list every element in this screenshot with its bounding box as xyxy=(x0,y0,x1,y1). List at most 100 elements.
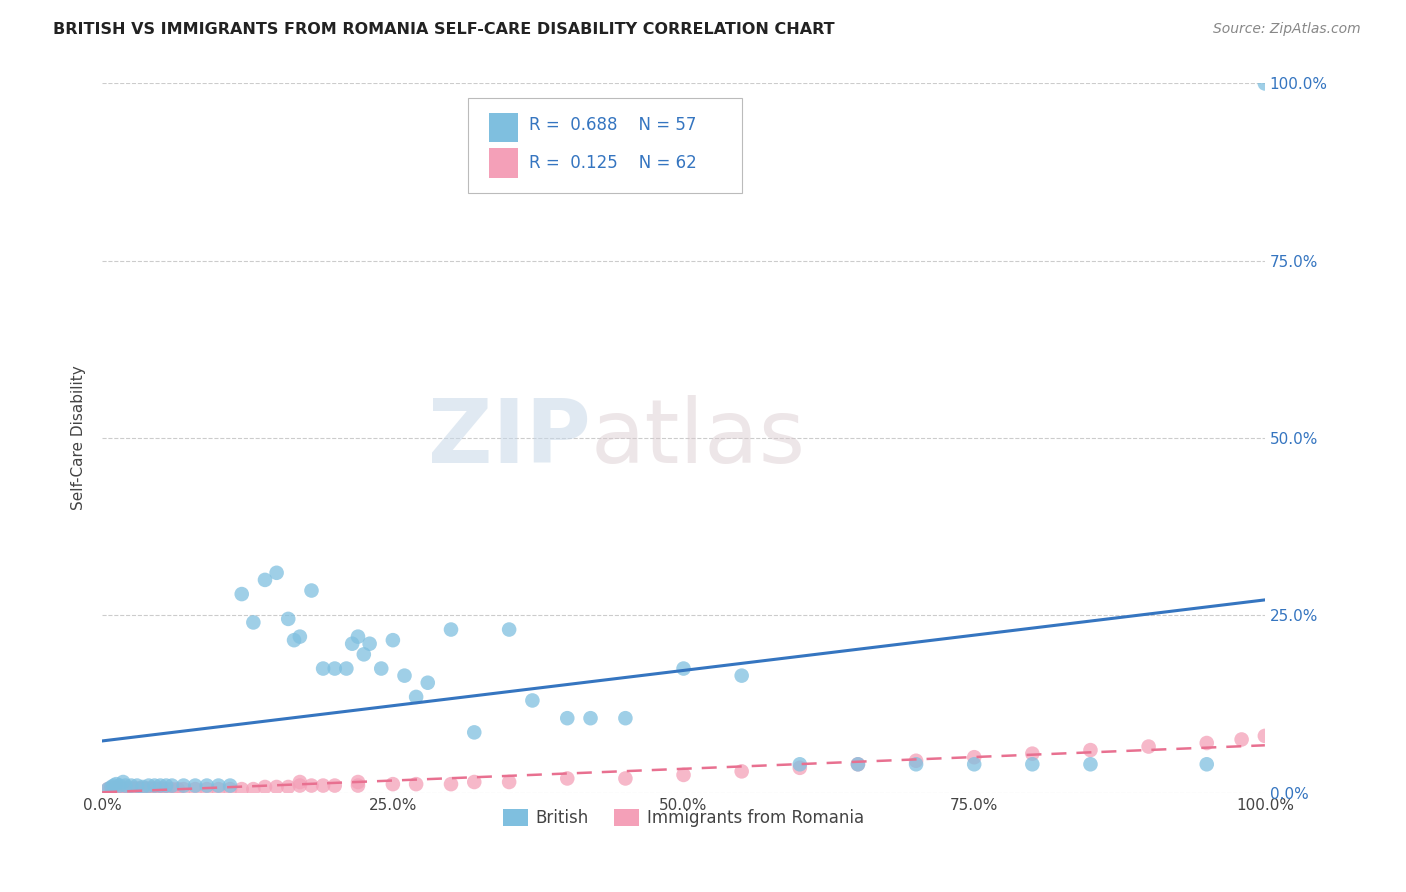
Point xyxy=(129,781,152,796)
Point xyxy=(166,782,188,797)
Point xyxy=(160,779,183,793)
Point xyxy=(114,779,136,793)
Point xyxy=(555,772,578,786)
Point xyxy=(731,764,754,779)
Point xyxy=(122,782,145,797)
Point xyxy=(440,623,463,637)
Point xyxy=(340,637,363,651)
Text: atlas: atlas xyxy=(591,394,806,482)
Point xyxy=(1230,732,1253,747)
Point xyxy=(789,761,811,775)
Text: Source: ZipAtlas.com: Source: ZipAtlas.com xyxy=(1213,22,1361,37)
Point xyxy=(108,779,131,793)
Point xyxy=(312,779,335,793)
Point xyxy=(312,661,335,675)
Point xyxy=(555,711,578,725)
Point xyxy=(105,781,128,796)
Point xyxy=(1021,757,1043,772)
Point xyxy=(242,615,264,630)
Legend: British, Immigrants from Romania: British, Immigrants from Romania xyxy=(496,803,872,834)
Point xyxy=(149,779,172,793)
Point xyxy=(195,782,218,797)
Point xyxy=(1080,757,1102,772)
Point xyxy=(405,690,427,704)
Point xyxy=(347,775,370,789)
Text: R =  0.688    N = 57: R = 0.688 N = 57 xyxy=(529,116,696,135)
Point xyxy=(120,781,142,796)
Point xyxy=(134,781,156,796)
Point xyxy=(347,779,370,793)
Point xyxy=(101,782,124,797)
Point xyxy=(103,779,125,793)
Text: R =  0.125    N = 62: R = 0.125 N = 62 xyxy=(529,154,696,172)
Point xyxy=(614,711,637,725)
Point xyxy=(111,781,134,796)
FancyBboxPatch shape xyxy=(468,97,742,194)
Point xyxy=(266,780,288,794)
Point xyxy=(120,779,142,793)
Point xyxy=(277,780,299,794)
Point xyxy=(132,782,155,797)
Point xyxy=(184,782,207,797)
Point xyxy=(141,782,163,797)
Point xyxy=(359,637,381,651)
Point xyxy=(963,750,986,764)
Point xyxy=(1080,743,1102,757)
Point xyxy=(100,780,122,794)
Point xyxy=(394,668,416,682)
Point xyxy=(97,782,120,797)
Point xyxy=(242,782,264,797)
Point xyxy=(614,772,637,786)
Point xyxy=(323,661,346,675)
Point xyxy=(97,782,120,797)
Point xyxy=(463,775,485,789)
Point xyxy=(127,779,149,793)
Point xyxy=(138,779,160,793)
Point xyxy=(143,781,166,796)
Point xyxy=(118,782,141,797)
Point xyxy=(1254,729,1277,743)
Point xyxy=(112,782,135,797)
Point xyxy=(381,777,404,791)
Point xyxy=(115,781,138,796)
Point xyxy=(155,782,177,797)
Point xyxy=(498,775,520,789)
Point xyxy=(173,782,195,797)
Point xyxy=(253,780,276,794)
Point xyxy=(1195,736,1218,750)
Point xyxy=(353,648,375,662)
Point xyxy=(335,661,357,675)
Point xyxy=(440,777,463,791)
Point xyxy=(139,781,162,796)
Point xyxy=(143,779,166,793)
Point xyxy=(108,782,131,797)
Point xyxy=(125,781,148,796)
Point xyxy=(846,757,869,772)
Point xyxy=(173,779,195,793)
Point xyxy=(789,757,811,772)
Point xyxy=(155,779,177,793)
Point xyxy=(288,775,311,789)
Point xyxy=(160,782,183,797)
Point xyxy=(522,693,544,707)
Point xyxy=(195,779,218,793)
Point xyxy=(905,754,928,768)
Point xyxy=(283,633,305,648)
Point xyxy=(266,566,288,580)
Point xyxy=(672,768,695,782)
FancyBboxPatch shape xyxy=(489,112,519,143)
Point xyxy=(253,573,276,587)
Point xyxy=(132,780,155,794)
Y-axis label: Self-Care Disability: Self-Care Disability xyxy=(72,366,86,510)
Point xyxy=(207,779,229,793)
Point xyxy=(301,583,323,598)
Point xyxy=(498,623,520,637)
FancyBboxPatch shape xyxy=(489,148,519,178)
Point xyxy=(219,779,242,793)
Point xyxy=(231,587,253,601)
Point xyxy=(231,782,253,797)
Point xyxy=(416,675,439,690)
Point xyxy=(347,630,370,644)
Point xyxy=(846,757,869,772)
Point xyxy=(1195,757,1218,772)
